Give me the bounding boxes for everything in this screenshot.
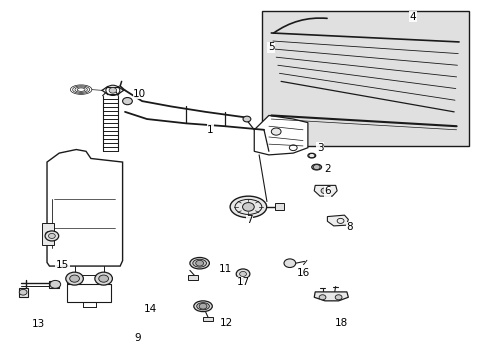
Circle shape bbox=[45, 231, 59, 241]
Circle shape bbox=[95, 272, 112, 285]
Ellipse shape bbox=[307, 153, 315, 158]
Polygon shape bbox=[47, 149, 122, 266]
Text: 13: 13 bbox=[32, 319, 45, 329]
Circle shape bbox=[66, 272, 83, 285]
Circle shape bbox=[243, 116, 250, 122]
Circle shape bbox=[321, 188, 328, 194]
Circle shape bbox=[271, 128, 281, 135]
Text: 8: 8 bbox=[346, 222, 352, 232]
Bar bbox=[67, 275, 108, 284]
Text: 6: 6 bbox=[324, 186, 330, 197]
Circle shape bbox=[199, 303, 206, 309]
Circle shape bbox=[236, 269, 249, 279]
Text: 16: 16 bbox=[296, 268, 309, 278]
Circle shape bbox=[99, 275, 108, 282]
Circle shape bbox=[313, 165, 320, 170]
Circle shape bbox=[45, 231, 51, 236]
Text: 14: 14 bbox=[143, 304, 157, 314]
Circle shape bbox=[195, 260, 203, 266]
Text: 5: 5 bbox=[267, 42, 274, 52]
Polygon shape bbox=[254, 116, 307, 155]
Text: 10: 10 bbox=[133, 89, 146, 99]
Ellipse shape bbox=[192, 259, 206, 267]
Text: 11: 11 bbox=[218, 264, 231, 274]
Text: 2: 2 bbox=[324, 164, 330, 174]
Bar bbox=[275, 203, 284, 211]
Bar bbox=[19, 288, 27, 297]
Text: 18: 18 bbox=[334, 319, 347, 328]
Text: 9: 9 bbox=[134, 333, 140, 343]
Text: 3: 3 bbox=[316, 143, 323, 153]
Text: 12: 12 bbox=[220, 318, 233, 328]
Ellipse shape bbox=[193, 301, 212, 312]
Circle shape bbox=[109, 87, 116, 93]
Polygon shape bbox=[314, 292, 347, 301]
Ellipse shape bbox=[189, 257, 209, 269]
Ellipse shape bbox=[230, 196, 266, 218]
Text: 4: 4 bbox=[408, 12, 415, 22]
Circle shape bbox=[319, 295, 325, 300]
Polygon shape bbox=[327, 215, 347, 226]
Polygon shape bbox=[42, 223, 54, 244]
Circle shape bbox=[70, 275, 79, 282]
Text: 7: 7 bbox=[245, 215, 252, 225]
Circle shape bbox=[19, 289, 27, 295]
Circle shape bbox=[50, 280, 61, 288]
Bar bbox=[67, 284, 111, 302]
Bar bbox=[187, 275, 197, 280]
Ellipse shape bbox=[311, 164, 321, 170]
Ellipse shape bbox=[196, 303, 209, 310]
Bar bbox=[203, 317, 212, 321]
Circle shape bbox=[242, 203, 254, 211]
Circle shape bbox=[48, 233, 55, 238]
Circle shape bbox=[239, 271, 246, 276]
Text: 15: 15 bbox=[56, 260, 69, 270]
Bar bbox=[49, 281, 59, 288]
Polygon shape bbox=[314, 185, 336, 196]
Text: 1: 1 bbox=[206, 125, 213, 135]
Circle shape bbox=[122, 98, 132, 105]
Text: 17: 17 bbox=[236, 277, 249, 287]
Bar bbox=[261, 12, 468, 146]
Circle shape bbox=[334, 295, 341, 300]
Circle shape bbox=[284, 259, 295, 267]
